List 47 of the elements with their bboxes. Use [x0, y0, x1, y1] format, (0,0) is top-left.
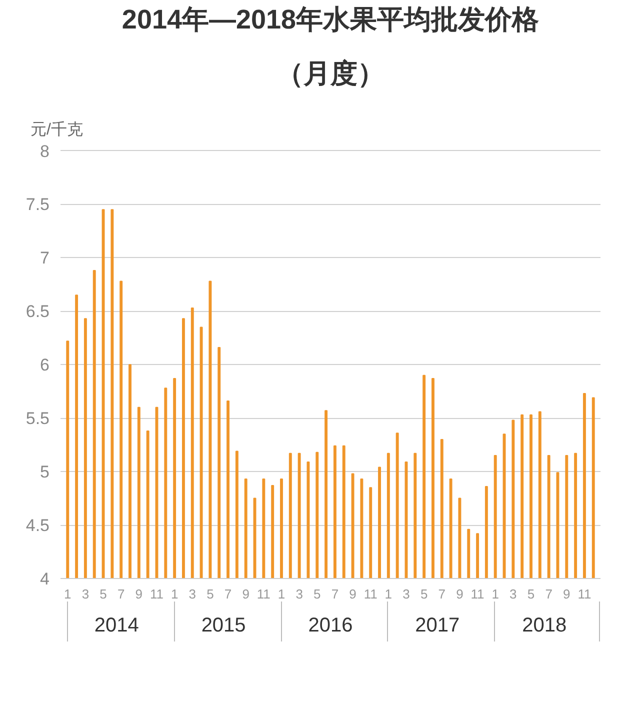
x-tick-label: 5 [314, 586, 321, 602]
text: 2016 [308, 614, 353, 636]
x-tick-label: 11 [470, 586, 484, 602]
chart-title: 2014年—2018年水果平均批发价格 [122, 4, 540, 34]
x-tick-label: 3 [188, 586, 196, 602]
y-tick-label: 8 [40, 142, 50, 161]
x-tick-label: 11 [150, 586, 164, 602]
x-tick-label: 9 [135, 586, 143, 602]
x-tick-label: 3 [402, 586, 410, 602]
x-tick-label: 3 [82, 586, 90, 602]
x-tick-label: 1 [64, 586, 72, 602]
x-tick-label: 9 [349, 586, 356, 602]
y-tick-label: 7.5 [26, 195, 50, 214]
x-tick-label: 1 [278, 586, 286, 602]
x-tick-label: 7 [331, 586, 339, 602]
y-tick-label: 7 [40, 248, 50, 268]
chart-subtitle: （月度） [276, 58, 384, 88]
y-axis-title: 元/千克 [30, 120, 83, 138]
x-tick-label: 7 [224, 586, 232, 602]
x-tick-label: 5 [100, 586, 107, 602]
x-tick-label: 9 [242, 586, 250, 602]
y-tick-label: 5 [40, 462, 50, 482]
x-tick-label: 5 [420, 586, 428, 602]
y-tick-label: 5.5 [26, 409, 50, 428]
x-tick-label: 3 [296, 586, 303, 602]
x-tick-label: 7 [117, 586, 125, 602]
x-tick-label: 1 [384, 586, 392, 602]
x-tick-label: 5 [206, 586, 214, 602]
y-tick-label: 6 [40, 356, 50, 375]
text: 2014 [94, 614, 139, 636]
text: 2018 [522, 614, 567, 636]
x-tick-label: 1 [492, 586, 499, 602]
x-tick-label: 11 [256, 586, 270, 602]
x-tick-label: 7 [438, 586, 446, 602]
text: 2017 [415, 614, 460, 636]
x-tick-label: 7 [545, 586, 552, 602]
y-tick-label: 4.5 [26, 516, 50, 536]
x-tick-label: 9 [563, 586, 570, 602]
x-tick-label: 1 [170, 586, 178, 602]
x-tick-label: 11 [578, 586, 592, 602]
x-tick-label: 11 [364, 586, 378, 602]
y-tick-label: 4 [40, 570, 50, 588]
x-tick-label: 5 [527, 586, 535, 602]
y-tick-label: 6.5 [26, 302, 50, 322]
text: 2015 [201, 614, 246, 636]
x-tick-label: 9 [456, 586, 464, 602]
x-tick-label: 3 [510, 586, 517, 602]
